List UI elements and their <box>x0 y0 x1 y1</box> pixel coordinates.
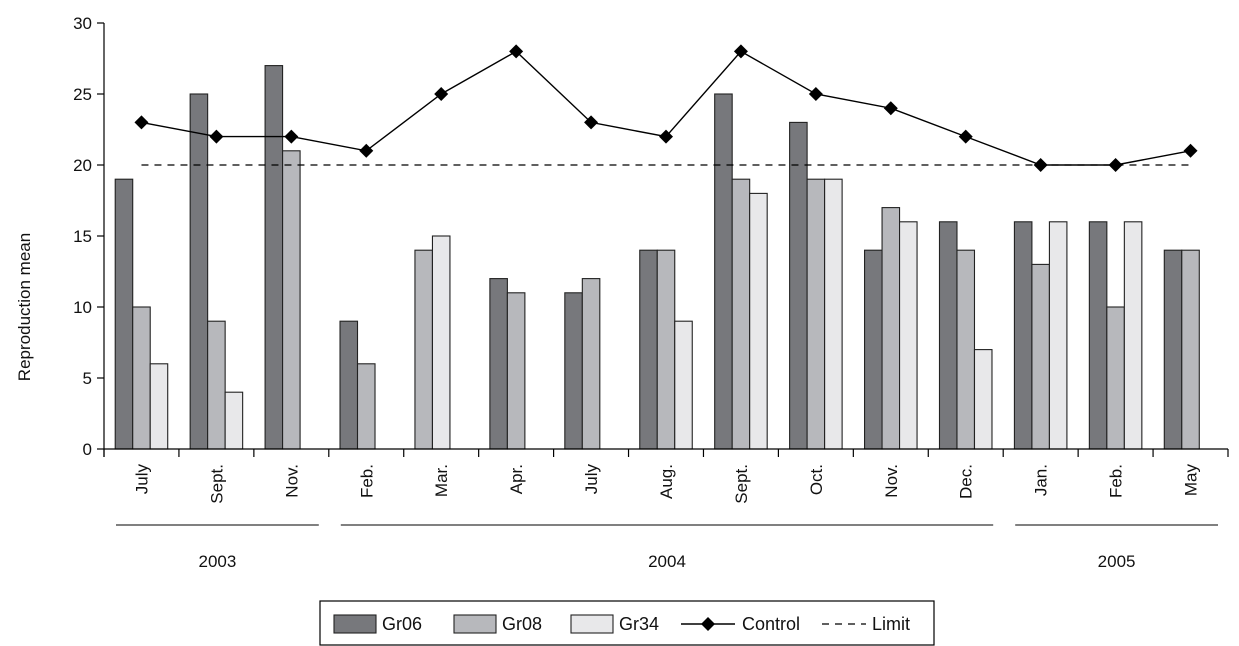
control-point <box>808 87 823 101</box>
legend-marker-control <box>701 617 715 631</box>
bar-gr34 <box>1048 221 1068 450</box>
x-tick-label: Apr. <box>507 464 526 494</box>
year-groups: 2003 2004 2005 <box>116 524 1218 571</box>
control-point <box>883 101 898 116</box>
y-axis: 0 5 10 15 20 25 30 <box>73 14 105 459</box>
bar-gr08 <box>207 320 226 450</box>
y-axis-title: Reproduction mean <box>15 233 34 381</box>
y-tick-label: 30 <box>73 14 92 33</box>
bar-gr08 <box>132 306 151 450</box>
bar-gr08 <box>731 178 751 450</box>
bar-gr06 <box>1088 221 1108 450</box>
bar-gr08 <box>956 249 976 450</box>
bar-gr08 <box>656 249 676 450</box>
x-tick-label: July <box>132 464 151 495</box>
y-tick-label: 20 <box>73 156 92 175</box>
bar-gr08 <box>356 363 376 450</box>
bar-gr34 <box>1123 221 1143 450</box>
control-point <box>1183 143 1198 158</box>
control-point <box>733 44 748 59</box>
control-point <box>958 129 973 144</box>
bar-gr06 <box>1013 221 1033 450</box>
control-point <box>1033 158 1048 172</box>
bar-gr06 <box>189 93 209 450</box>
legend-swatch-gr34 <box>570 614 614 634</box>
plot-area <box>114 44 1200 450</box>
x-tick-label: Dec. <box>957 464 976 499</box>
bar-gr06 <box>1163 249 1183 450</box>
legend-label-limit: Limit <box>872 614 910 634</box>
x-axis: July Sept. Nov. Feb. Mar. Apr. July Aug. Sept. Oc… <box>103 448 1229 504</box>
x-tick-label: Nov. <box>882 464 901 498</box>
x-tick-label: Sept. <box>207 464 226 504</box>
legend-label-gr08: Gr08 <box>502 614 542 634</box>
x-tick-label: Nov. <box>282 464 301 498</box>
bar-gr08 <box>581 278 601 450</box>
year-label: 2005 <box>1098 552 1136 571</box>
bar-gr06 <box>938 221 958 450</box>
bar-gr34 <box>674 320 693 450</box>
bar-gr06 <box>714 93 733 450</box>
bar-gr06 <box>339 320 359 450</box>
legend-swatch-gr06 <box>333 614 377 634</box>
bar-gr06 <box>114 178 134 450</box>
bar-gr08 <box>806 178 826 450</box>
bar-gr34 <box>431 235 451 450</box>
x-tick-label: Oct. <box>807 464 826 495</box>
bar-gr08 <box>1031 263 1050 450</box>
bar-gr08 <box>1106 306 1125 450</box>
control-point <box>209 129 224 144</box>
bar-gr34 <box>973 349 993 450</box>
bar-gr06 <box>564 292 583 450</box>
bar-gr08 <box>881 207 901 450</box>
control-point <box>284 129 299 144</box>
year-label: 2004 <box>648 552 686 571</box>
bar-gr34 <box>824 178 843 450</box>
x-tick-label: Aug. <box>657 464 676 499</box>
legend: Gr06 Gr08 Gr34 Control Limit <box>319 600 935 646</box>
bar-gr34 <box>749 192 768 450</box>
control-line <box>141 50 1191 166</box>
y-tick-label: 10 <box>73 298 92 317</box>
control-point <box>584 115 599 130</box>
y-tick-label: 5 <box>83 369 92 388</box>
bar-gr34 <box>898 221 918 450</box>
x-tick-label: Feb. <box>1107 464 1126 498</box>
control-point <box>659 129 673 144</box>
legend-label-gr34: Gr34 <box>619 614 659 634</box>
bar-gr08 <box>1181 249 1200 450</box>
control-point <box>509 44 524 59</box>
x-tick-label: Mar. <box>432 464 451 497</box>
x-tick-label: Feb. <box>357 464 376 498</box>
legend-label-control: Control <box>742 614 800 634</box>
bar-gr34 <box>224 391 244 450</box>
x-tick-label: July <box>582 464 601 495</box>
x-tick-label: Sept. <box>732 464 751 504</box>
control-point <box>134 115 149 130</box>
bar-gr08 <box>282 150 301 450</box>
control-point <box>434 87 449 101</box>
bar-gr06 <box>264 65 284 450</box>
x-tick-label: May <box>1182 464 1201 497</box>
bar-gr06 <box>639 249 658 450</box>
bar-gr08 <box>506 292 526 450</box>
y-tick-label: 15 <box>73 227 92 246</box>
bar-gr08 <box>414 249 434 450</box>
x-tick-label: Jan. <box>1032 464 1051 496</box>
legend-box <box>319 600 935 646</box>
bar-gr06 <box>789 121 808 450</box>
bar-gr06 <box>863 249 883 450</box>
control-point <box>359 143 374 158</box>
legend-swatch-gr08 <box>453 614 497 634</box>
y-tick-label: 0 <box>83 440 92 459</box>
legend-label-gr06: Gr06 <box>382 614 422 634</box>
control-point <box>1108 158 1123 172</box>
bar-gr34 <box>149 363 169 450</box>
y-tick-label: 25 <box>73 85 92 104</box>
year-label: 2003 <box>198 552 236 571</box>
bar-gr06 <box>489 278 508 450</box>
